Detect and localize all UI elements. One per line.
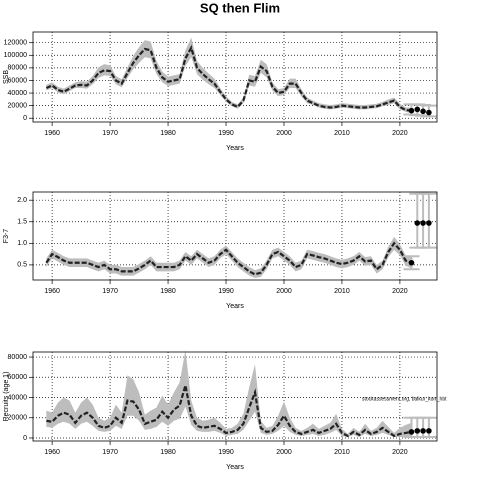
x-tick-label: 1990: [218, 449, 234, 456]
x-tick-label: 1970: [102, 449, 118, 456]
projection-point: [408, 107, 415, 114]
y-tick-label: 120000: [4, 40, 27, 47]
projection-point: [408, 429, 415, 435]
projection-point: [420, 220, 426, 226]
x-tick-label: 1960: [44, 288, 60, 295]
x-tick-label: 2010: [334, 288, 350, 295]
y-tick-label: 60000: [8, 374, 28, 381]
y-tick-label: 1.0: [17, 240, 27, 247]
x-tick-label: 2020: [392, 288, 408, 295]
x-tick-label: 1970: [102, 130, 118, 137]
confidence-band: [46, 236, 412, 278]
y-axis-label: SSB: [3, 70, 10, 84]
projection-point: [420, 108, 426, 115]
estimate-line: [46, 385, 412, 438]
y-tick-label: 60000: [8, 77, 28, 84]
y-tick-label: 20000: [8, 415, 28, 422]
y-tick-label: 0: [23, 115, 27, 122]
projection-point: [414, 428, 421, 434]
plot-frame: [32, 191, 438, 281]
projection-point: [426, 109, 432, 116]
chart-title: SQ then Flim: [200, 0, 280, 15]
plot-frame: [32, 351, 438, 442]
projection-point: [414, 220, 421, 226]
annotation: stockassessment.org, baikur_korr_hbt: [362, 396, 447, 402]
confidence-band: [46, 349, 412, 437]
y-tick-label: 0: [23, 435, 27, 442]
x-axis-label: Years: [226, 303, 244, 310]
estimate-line: [45, 44, 412, 112]
x-tick-label: 2020: [392, 130, 408, 137]
y-tick-label: 20000: [8, 102, 28, 109]
x-axis-label: Years: [226, 145, 244, 152]
projection-point: [408, 259, 415, 266]
projection-point: [414, 106, 421, 113]
x-tick-label: 2010: [334, 130, 350, 137]
x-tick-label: 1960: [44, 130, 60, 137]
x-tick-label: 2000: [276, 449, 292, 456]
y-axis-label: F3-7: [3, 229, 10, 244]
y-tick-label: 2.0: [17, 197, 27, 204]
x-tick-label: 1980: [160, 449, 176, 456]
x-tick-label: 1960: [44, 449, 60, 456]
projection-point: [420, 428, 426, 434]
y-tick-label: 40000: [8, 394, 28, 401]
y-tick-label: 80000: [8, 65, 28, 72]
y-tick-label: 0.5: [17, 262, 27, 269]
y-tick-label: 1.5: [17, 219, 27, 226]
projection-point: [426, 428, 432, 434]
x-tick-label: 1970: [102, 288, 118, 295]
x-axis-label: Years: [226, 464, 244, 471]
y-tick-label: 100000: [4, 52, 27, 59]
projection-point: [426, 220, 432, 226]
x-tick-label: 1990: [218, 130, 234, 137]
x-tick-label: 2020: [392, 449, 408, 456]
estimate-line: [45, 241, 412, 276]
x-tick-label: 2000: [276, 130, 292, 137]
x-tick-label: 1980: [160, 288, 176, 295]
plot-frame: [32, 31, 438, 123]
y-axis-label: Recruits (age 1): [3, 372, 10, 422]
x-tick-label: 1980: [160, 130, 176, 137]
x-tick-label: 1990: [218, 288, 234, 295]
y-tick-label: 40000: [8, 90, 28, 97]
x-tick-label: 2010: [334, 449, 350, 456]
x-tick-label: 2000: [276, 288, 292, 295]
y-tick-label: 80000: [8, 354, 28, 361]
